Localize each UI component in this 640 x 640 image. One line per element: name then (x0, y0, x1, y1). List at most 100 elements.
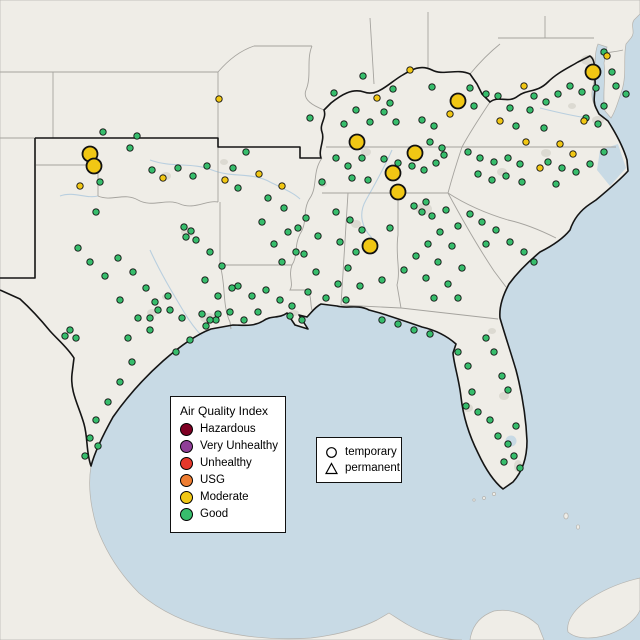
legend-item-very-unhealthy: Very Unhealthy (180, 440, 278, 453)
station-point (280, 204, 288, 212)
station-point (366, 118, 374, 126)
station-point (352, 106, 360, 114)
station-point (214, 310, 222, 318)
legend-item-moderate: Moderate (180, 491, 276, 504)
station-point (482, 334, 490, 342)
station-point (104, 398, 112, 406)
station-point (101, 272, 109, 280)
station-point (126, 144, 134, 152)
map-points-layer (61, 48, 630, 472)
very-unhealthy-swatch (180, 440, 193, 453)
station-point (284, 228, 292, 236)
legend-label: Hazardous (200, 423, 256, 435)
legend-label: USG (200, 474, 225, 486)
station-point (286, 312, 294, 320)
station-point (394, 159, 402, 167)
good-swatch (180, 508, 193, 521)
station-point (490, 348, 498, 356)
station-point (446, 110, 454, 118)
usg-swatch (180, 474, 193, 487)
station-point (358, 154, 366, 162)
station-point (364, 176, 372, 184)
station-point (496, 117, 504, 125)
station-point (410, 202, 418, 210)
station-point (526, 106, 534, 114)
station-point (164, 292, 172, 300)
station-point (151, 298, 159, 306)
station-point (234, 282, 242, 290)
station-point (474, 408, 482, 416)
station-point (522, 138, 530, 146)
station-point (270, 240, 278, 248)
station-point (608, 68, 616, 76)
station-point (294, 224, 302, 232)
station-point (278, 258, 286, 266)
station-point (518, 178, 526, 186)
station-point (312, 268, 320, 276)
station-point (344, 264, 352, 272)
station-point (482, 240, 490, 248)
station-point (544, 158, 552, 166)
station-point (394, 320, 402, 328)
station-point (462, 402, 470, 410)
legend-item-good: Good (180, 508, 276, 521)
station-point (422, 274, 430, 282)
station-point (389, 85, 397, 93)
station-point (466, 210, 474, 218)
station-point (512, 422, 520, 430)
station-point (516, 160, 524, 168)
station-point (203, 162, 211, 170)
station-point (470, 102, 478, 110)
legend-label: Good (200, 508, 229, 520)
yucatan-peninsula (469, 609, 545, 640)
station-point (154, 306, 162, 314)
station-point (454, 294, 462, 302)
station-point (66, 326, 74, 334)
station-point (94, 442, 102, 450)
station-point (72, 334, 80, 342)
station-point (458, 264, 466, 272)
station-point (486, 416, 494, 424)
station-point (478, 218, 486, 226)
station-point (288, 302, 296, 310)
station-point (506, 104, 514, 112)
station-point (430, 294, 438, 302)
station-point (448, 242, 456, 250)
temporary-circle-icon (325, 446, 338, 459)
legend-item-temporary: temporary (325, 445, 397, 459)
station-point (215, 95, 223, 103)
station-point (420, 166, 428, 174)
station-point (99, 128, 107, 136)
station-point (373, 94, 381, 102)
station-point (187, 227, 195, 235)
station-point (594, 120, 602, 128)
station-point (212, 316, 220, 324)
station-point (569, 150, 577, 158)
station-point (580, 117, 588, 125)
station-point (258, 218, 266, 226)
station-point (76, 182, 84, 190)
station-point (332, 154, 340, 162)
permanent-triangle-icon (325, 461, 338, 475)
aqi-legend: Air Quality Index Hazardous Very Unhealt… (170, 396, 286, 533)
station-point (520, 248, 528, 256)
station-point (229, 164, 237, 172)
station-point (603, 52, 611, 60)
station-point (81, 452, 89, 460)
station-point (380, 108, 388, 116)
station-point (428, 212, 436, 220)
station-point (242, 148, 250, 156)
station-point (426, 138, 434, 146)
station-point (148, 166, 156, 174)
station-point (430, 122, 438, 130)
station-point (332, 208, 340, 216)
station-point (356, 282, 364, 290)
station-point (422, 198, 430, 206)
station-point (542, 98, 550, 106)
station-point (454, 348, 462, 356)
station-point (492, 226, 500, 234)
station-point (352, 248, 360, 256)
station-point (408, 162, 416, 170)
unhealthy-swatch (180, 457, 193, 470)
station-point (358, 226, 366, 234)
